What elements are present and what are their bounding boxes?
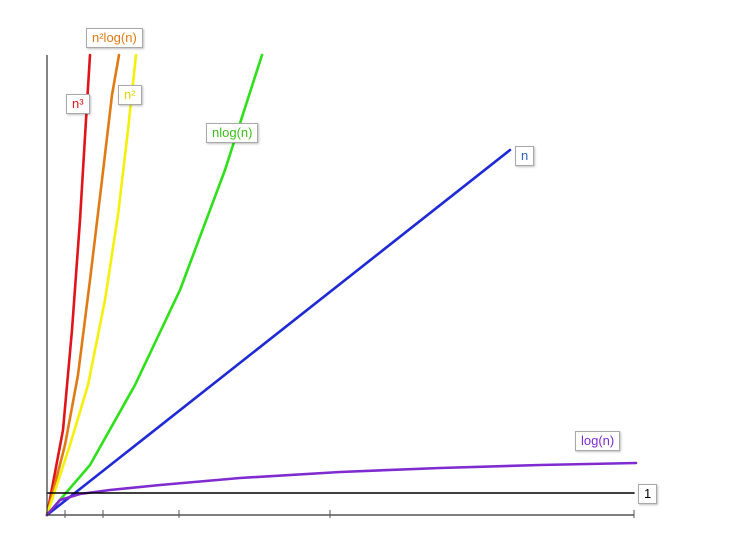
legend-label-n-squared: n²: [118, 85, 142, 105]
series-line-2: [45, 53, 138, 517]
legend-label-n-log-n: nlog(n): [206, 123, 259, 143]
series-line-5: [45, 461, 638, 517]
legend-label-n: n: [515, 146, 535, 166]
curves-group: [45, 53, 638, 517]
series-line-1: [45, 53, 121, 517]
legend-label-constant: 1: [638, 484, 658, 504]
legend-label-log-n: log(n): [575, 431, 621, 451]
series-line-3: [45, 53, 264, 517]
legend-label-n-cubed: n³: [66, 94, 90, 114]
series-line-4: [45, 148, 512, 517]
legend-label-n-squared-log-n: n²log(n): [86, 28, 143, 48]
